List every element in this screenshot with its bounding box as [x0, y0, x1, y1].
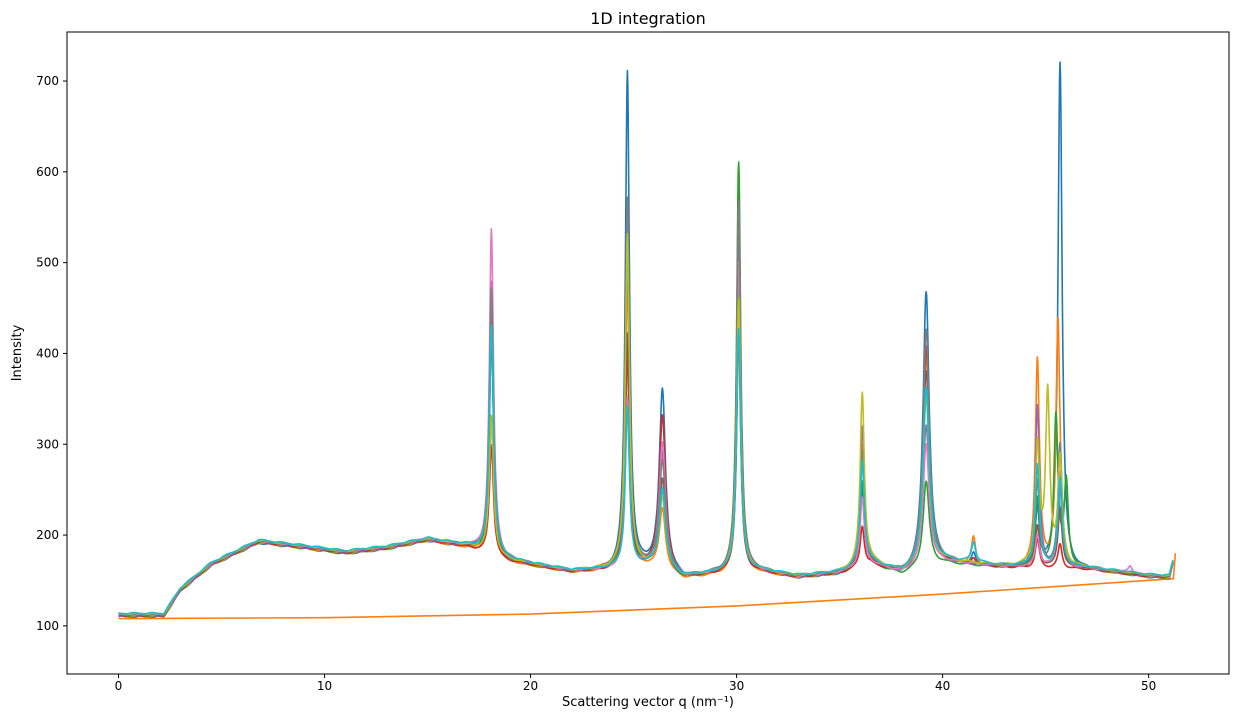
chart-title: 1D integration [590, 9, 705, 28]
y-tick-label: 500 [36, 256, 59, 270]
x-axis-label: Scattering vector q (nm⁻¹) [562, 695, 734, 709]
x-tick-label: 50 [1141, 679, 1156, 693]
x-tick-label: 10 [317, 679, 332, 693]
plot-area [118, 61, 1177, 620]
y-tick-label: 200 [36, 528, 59, 542]
series-line-10 [118, 324, 1174, 615]
y-tick-label: 100 [36, 619, 59, 633]
axis-ticks: 0 10 20 30 40 50 100 200 300 400 500 600 700 [36, 74, 1156, 693]
axes-frame [66, 31, 1230, 675]
series-line-1 [118, 61, 1174, 619]
x-tick-label: 0 [115, 679, 123, 693]
y-tick-label: 600 [36, 165, 59, 179]
x-tick-label: 40 [935, 679, 950, 693]
y-axis-label: Intensity [10, 324, 25, 381]
series-line-4 [118, 334, 1174, 617]
y-tick-label: 400 [36, 346, 59, 360]
y-tick-label: 300 [36, 437, 59, 451]
y-tick-label: 700 [36, 74, 59, 88]
series-line-8 [118, 196, 1174, 616]
x-tick-label: 30 [729, 679, 744, 693]
series-line-9 [118, 233, 1174, 616]
series-line-background [118, 553, 1177, 620]
x-tick-label: 20 [523, 679, 538, 693]
series-line-3 [118, 161, 1174, 618]
